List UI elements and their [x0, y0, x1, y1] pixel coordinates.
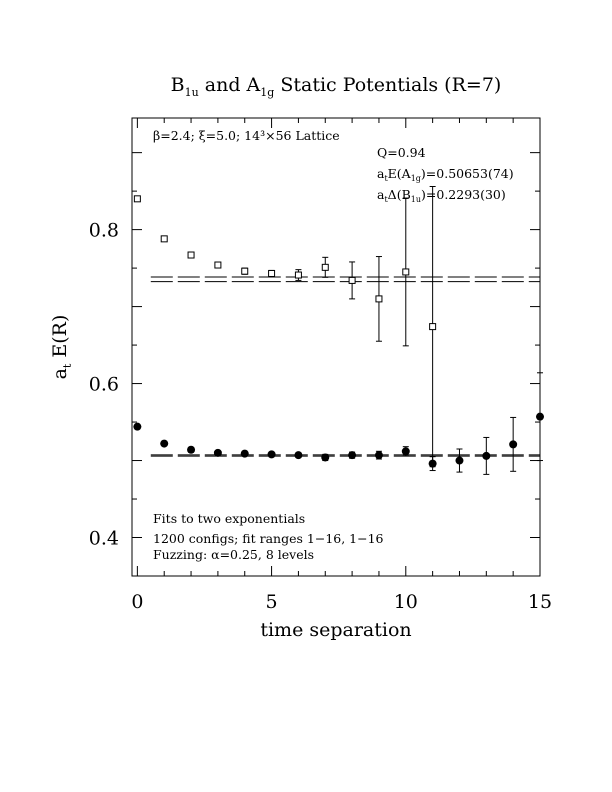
fuzzing-annotation: Fuzzing: α=0.25, 8 levels: [153, 547, 314, 562]
circle-marker: [401, 447, 410, 456]
fits-annotation: Fits to two exponentials: [153, 511, 305, 526]
square-marker: [241, 267, 249, 275]
x-axis-label: time separation: [260, 619, 411, 641]
title-subscript-1: 1u: [185, 86, 199, 99]
y-tick-label: 0.4: [89, 528, 119, 550]
configs-annotation: 1200 configs; fit ranges 1−16, 1−16: [153, 531, 384, 546]
lattice-annotation: β=2.4; ξ=5.0; 14³×56 Lattice: [153, 128, 340, 143]
circle-marker: [133, 422, 142, 431]
fit-lines: [150, 276, 540, 457]
circle-marker: [455, 456, 464, 465]
square-marker: [133, 195, 141, 203]
chart-title: B1u and A1g Static Potentials (R=7): [171, 74, 502, 99]
circle-marker: [294, 451, 303, 460]
x-tick-labels: 0 5 10 15: [131, 591, 552, 613]
square-marker: [214, 261, 222, 269]
title-subscript-2: 1g: [260, 86, 274, 99]
circle-marker: [267, 450, 276, 459]
circle-marker: [348, 451, 357, 460]
x-tick-label: 5: [266, 591, 278, 613]
y-axis-label: at E(R): [49, 315, 74, 380]
circle-marker: [536, 412, 544, 421]
x-tick-label: 10: [394, 591, 418, 613]
square-marker: [429, 323, 437, 331]
circle-marker: [509, 440, 518, 449]
circle-marker: [160, 439, 169, 448]
q-annotation: Q=0.94: [377, 145, 426, 160]
y-tick-label: 0.6: [89, 374, 119, 396]
square-marker: [268, 269, 276, 277]
error-bars: [134, 186, 543, 475]
energy-annotation: atE(A1g)=0.50653(74): [377, 166, 514, 183]
y-tick-label: 0.8: [89, 220, 119, 242]
square-marker: [160, 235, 168, 243]
circle-marker: [213, 448, 222, 457]
square-marker: [348, 276, 356, 284]
x-tick-label: 15: [528, 591, 552, 613]
axis-ticks: [132, 118, 541, 577]
square-marker: [375, 295, 383, 303]
gap-annotation: atΔ(B1u)=0.2293(30): [377, 187, 506, 204]
circle-marker: [321, 453, 330, 462]
square-marker: [187, 251, 195, 259]
circle-marker: [240, 449, 249, 458]
y-tick-labels: 0.4 0.6 0.8: [89, 220, 119, 550]
circle-marker: [374, 451, 383, 460]
circle-marker: [482, 451, 491, 460]
square-marker: [321, 263, 329, 271]
circle-marker: [428, 459, 437, 468]
data-markers: [133, 195, 544, 468]
x-tick-label: 0: [131, 591, 143, 613]
circle-marker: [187, 445, 196, 454]
square-marker: [294, 271, 302, 279]
square-marker: [402, 268, 410, 276]
plot-frame: [131, 117, 541, 577]
